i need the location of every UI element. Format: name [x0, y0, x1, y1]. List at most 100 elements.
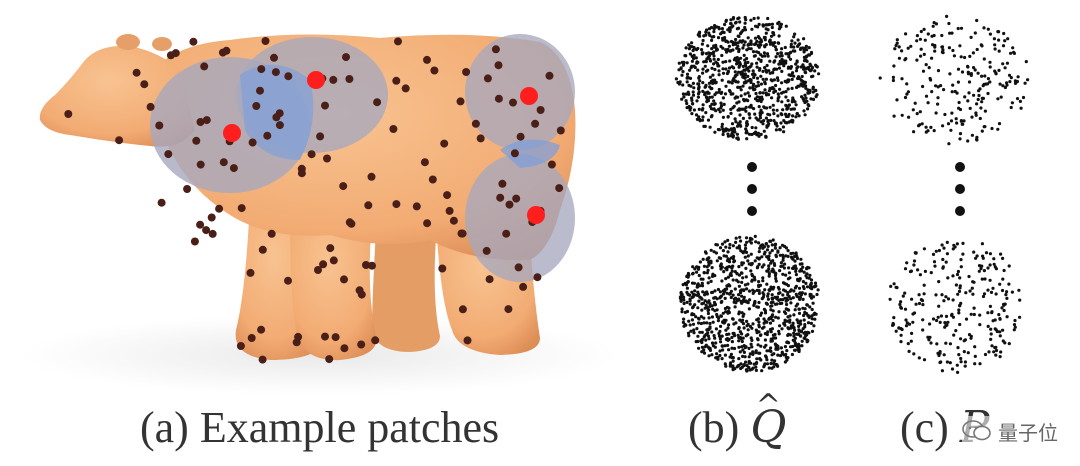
- cloud-point: [797, 342, 801, 346]
- cloud-point: [973, 345, 977, 349]
- cloud-point: [771, 108, 776, 112]
- cloud-point: [946, 276, 950, 280]
- cloud-point: [817, 72, 821, 76]
- caption-a-text: Example patches: [199, 403, 500, 452]
- cloud-point: [927, 338, 931, 342]
- cloud-point: [707, 276, 711, 280]
- cloud-point: [935, 342, 939, 346]
- cloud-point: [1026, 78, 1030, 82]
- cloud-point: [770, 25, 774, 30]
- cloud-point: [700, 108, 705, 112]
- cloud-point: [813, 281, 818, 285]
- cloud-point: [732, 322, 736, 326]
- cloud-point: [951, 274, 955, 278]
- cloud-point: [688, 52, 693, 56]
- seed-point: [496, 193, 505, 202]
- cloud-point: [766, 269, 770, 273]
- cloud-point: [769, 118, 773, 122]
- cloud-point: [770, 41, 774, 45]
- cloud-point: [720, 357, 724, 361]
- cloud-point: [747, 289, 752, 293]
- cloud-point: [809, 97, 813, 101]
- cloud-point: [786, 315, 790, 319]
- cloud-point: [757, 36, 761, 40]
- cloud-point: [747, 112, 752, 116]
- cloud-point: [754, 84, 758, 88]
- cloud-point: [901, 294, 905, 298]
- cloud-point: [802, 82, 806, 86]
- seed-point: [208, 229, 217, 238]
- cloud-point: [993, 47, 997, 51]
- cloud-point: [715, 243, 720, 247]
- cloud-point: [1009, 51, 1013, 55]
- seed-point: [476, 134, 485, 143]
- cloud-point: [707, 337, 711, 341]
- cloud-point: [726, 48, 730, 53]
- cloud-point: [744, 360, 748, 364]
- cloud-point: [1013, 318, 1017, 323]
- cloud-point: [904, 318, 908, 322]
- cloud-point: [811, 90, 815, 94]
- cloud-point: [745, 369, 749, 373]
- cloud-point: [739, 94, 743, 98]
- cloud-point: [797, 328, 801, 332]
- cloud-point: [768, 321, 773, 325]
- cloud-point: [685, 61, 689, 65]
- cloud-point: [990, 126, 994, 131]
- cloud-point: [704, 111, 708, 115]
- cloud-point: [789, 45, 793, 49]
- cloud-point: [810, 317, 814, 321]
- cloud-point: [1001, 44, 1006, 48]
- cloud-point: [760, 369, 764, 373]
- seed-point: [371, 336, 380, 345]
- cloud-point: [891, 78, 896, 83]
- cloud-point: [763, 80, 767, 84]
- cloud-point: [793, 286, 798, 290]
- cloud-point: [741, 84, 745, 88]
- cloud-point: [747, 355, 751, 359]
- cloud-point: [700, 308, 704, 312]
- cloud-point: [770, 79, 774, 83]
- cloud-point: [955, 242, 960, 246]
- cloud-point: [972, 312, 976, 317]
- seed-point: [132, 68, 141, 77]
- cloud-point: [950, 111, 954, 115]
- cloud-point: [764, 343, 768, 347]
- seed-point: [438, 264, 447, 273]
- cloud-point: [796, 65, 800, 69]
- cloud-point: [719, 256, 723, 260]
- cloud-point: [746, 282, 750, 286]
- cloud-point: [922, 52, 926, 57]
- cloud-point: [740, 345, 744, 349]
- cloud-point: [693, 303, 697, 307]
- cloud-point: [1001, 277, 1005, 281]
- cloud-point: [977, 89, 981, 93]
- cloud-point: [959, 119, 964, 123]
- cloud-point: [781, 108, 785, 112]
- cloud-point: [730, 340, 735, 344]
- cloud-point: [724, 84, 728, 88]
- cloud-point: [726, 257, 730, 261]
- cloud-point: [727, 323, 731, 327]
- cloud-point: [691, 306, 695, 310]
- seed-point: [202, 226, 211, 235]
- dense-cloud-bottom: [678, 234, 820, 373]
- cloud-point: [702, 301, 706, 305]
- cloud-point: [751, 50, 756, 54]
- cloud-point: [907, 115, 911, 119]
- cloud-point: [692, 331, 696, 335]
- cloud-point: [1007, 342, 1011, 346]
- cloud-point: [740, 332, 744, 336]
- cloud-point: [721, 67, 725, 71]
- cloud-point: [989, 327, 993, 331]
- cloud-point: [993, 327, 997, 331]
- cloud-point: [784, 311, 788, 315]
- cloud-point: [765, 358, 769, 362]
- cloud-point: [747, 94, 752, 98]
- cloud-point: [799, 46, 803, 50]
- seed-point: [307, 150, 316, 159]
- seed-point: [314, 266, 322, 274]
- seed-point: [462, 68, 471, 76]
- seed-point: [458, 229, 467, 238]
